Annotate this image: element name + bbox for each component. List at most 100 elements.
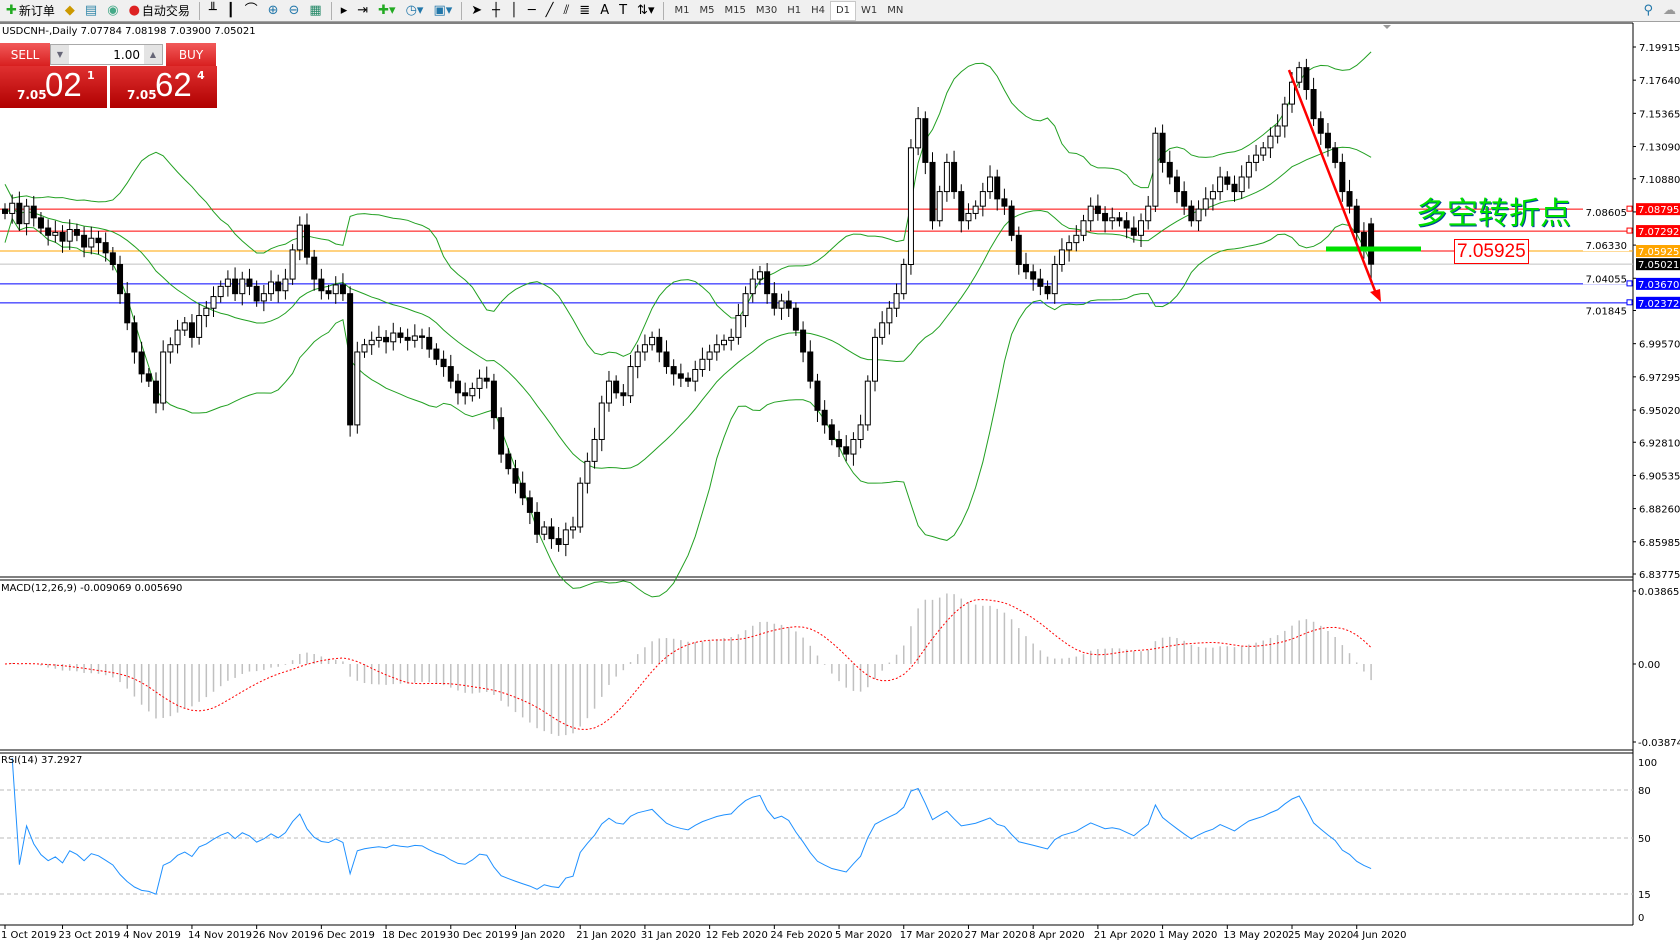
sell-price[interactable]: 7.05 02 1	[0, 66, 107, 108]
lot-size-input[interactable]: ▼ 1.00 ▲	[50, 44, 163, 65]
chat-button[interactable]: ☁	[1659, 1, 1680, 21]
bollinger-upper-band	[4, 51, 1372, 357]
chart-shift-marker-icon[interactable]	[1383, 25, 1391, 29]
buy-price-prefix: 7.05	[127, 88, 157, 102]
timeframe-h4[interactable]: H4	[811, 5, 825, 16]
rsi-tick-label: 80	[1638, 786, 1651, 797]
history-button[interactable]: ◆	[61, 1, 79, 21]
bollinger-lower-band	[4, 217, 1372, 598]
fibonacci-button[interactable]: ≣	[575, 1, 594, 21]
candle	[1303, 67, 1310, 91]
candle	[102, 242, 109, 254]
vertical-line-button[interactable]: │	[506, 1, 522, 21]
candle	[45, 227, 52, 236]
line-handle[interactable]	[1626, 299, 1633, 306]
candle	[203, 307, 210, 317]
lot-value[interactable]: 1.00	[113, 47, 140, 62]
candle	[721, 339, 727, 346]
auto-trading-icon: ●	[128, 3, 140, 18]
candle	[246, 278, 253, 287]
signals-button[interactable]: ◉	[103, 1, 122, 21]
candle	[749, 278, 756, 295]
chart-shift-button[interactable]: ⇥	[353, 1, 372, 21]
candle	[570, 526, 577, 531]
zoom-in-button[interactable]: ⊕	[264, 1, 283, 21]
timeframe-d1[interactable]: D1	[829, 0, 857, 21]
candle	[354, 351, 361, 426]
date-tick-label: 26 Nov 2019	[253, 930, 317, 941]
channel-button[interactable]: ⫽	[559, 1, 573, 21]
channel-icon: ⫽	[563, 3, 570, 18]
timeframe-mn[interactable]: MN	[887, 5, 904, 16]
candle	[1022, 263, 1029, 273]
candle	[1245, 161, 1252, 178]
candle	[339, 284, 346, 295]
red-trend-arrow[interactable]	[1287, 69, 1379, 297]
zoom-out-button[interactable]: ⊖	[285, 1, 304, 21]
sell-button[interactable]: SELL	[0, 43, 50, 66]
lot-increase-icon[interactable]: ▲	[144, 45, 162, 64]
candle	[73, 228, 80, 236]
one-click-trading-panel: SELL ▼ 1.00 ▲ BUY 7.05 02 1 7.05 62 4	[0, 43, 217, 108]
crosshair-button[interactable]: ┼	[488, 1, 504, 21]
candle	[81, 234, 88, 248]
timeframe-m30[interactable]: M30	[755, 5, 778, 16]
arrows-button[interactable]: ⇅▾	[633, 1, 658, 21]
search-button[interactable]: ⚲	[1639, 1, 1657, 21]
symbol-info: USDCNH-,Daily 7.07784 7.08198 7.03900 7.…	[2, 26, 256, 37]
date-tick-label: 6 Dec 2019	[317, 930, 375, 941]
lot-decrease-icon[interactable]: ▼	[51, 45, 69, 64]
bar-chart-button[interactable]: ╨	[205, 1, 221, 21]
candle	[1281, 103, 1288, 127]
trendline-button[interactable]: ╱	[542, 1, 558, 21]
candle	[505, 453, 512, 470]
date-tick-label: 4 Nov 2019	[123, 930, 181, 941]
horizontal-line-button[interactable]: ─	[524, 1, 540, 21]
tile-windows-button[interactable]: ▦	[305, 1, 325, 21]
candle	[886, 307, 893, 324]
price-tick-label: 7.06330	[1586, 241, 1627, 252]
candle-chart-button[interactable]: ┃	[223, 1, 239, 21]
market-watch-button[interactable]: ▤	[81, 1, 101, 21]
candle	[196, 315, 203, 338]
candle	[16, 202, 23, 225]
timeframe-w1[interactable]: W1	[861, 5, 878, 16]
candle	[145, 373, 152, 382]
timeframe-m15[interactable]: M15	[724, 5, 746, 16]
buy-price[interactable]: 7.05 62 4	[110, 66, 217, 108]
rsi-label: RSI(14) 37.2927	[1, 755, 83, 766]
timeframe-m5[interactable]: M5	[699, 5, 715, 16]
new-order-button[interactable]: ✚ 新订单	[2, 1, 59, 21]
timeframe-m1[interactable]: M1	[674, 5, 690, 16]
line-handle[interactable]	[1626, 205, 1633, 212]
line-handle[interactable]	[1626, 280, 1633, 287]
timeframe-h1[interactable]: H1	[787, 5, 802, 16]
indicators-button[interactable]: ✚▾	[374, 1, 399, 21]
clock-icon: ◷▾	[405, 3, 424, 18]
candle	[37, 217, 44, 229]
text-button[interactable]: A	[596, 1, 613, 21]
macd-tick-label: -0.038745	[1638, 738, 1680, 749]
candle	[23, 205, 30, 225]
auto-trading-button[interactable]: ● 自动交易	[125, 1, 194, 21]
price-marker	[1636, 225, 1680, 238]
line-handle[interactable]	[1626, 227, 1633, 234]
periods-button[interactable]: ◷▾	[402, 1, 428, 21]
candle	[1317, 118, 1324, 134]
candle	[850, 438, 857, 455]
price-marker	[1636, 258, 1680, 271]
templates-button[interactable]: ▣▾	[429, 1, 456, 21]
cursor-button[interactable]: ➤	[467, 1, 486, 21]
text-label-button[interactable]: T	[615, 1, 631, 21]
candle	[1037, 278, 1044, 287]
auto-scroll-button[interactable]: ▸	[337, 1, 352, 21]
candle	[411, 335, 418, 341]
candle	[634, 351, 641, 368]
buy-button[interactable]: BUY	[166, 43, 216, 66]
line-chart-button[interactable]: ⌒	[241, 1, 262, 21]
timeframe-bar: M1 M5 M15 M30 H1 H4 D1 W1 MN	[669, 0, 908, 21]
date-tick-label: 13 May 2020	[1223, 930, 1288, 941]
candle	[2, 208, 8, 214]
candle	[1102, 212, 1109, 222]
